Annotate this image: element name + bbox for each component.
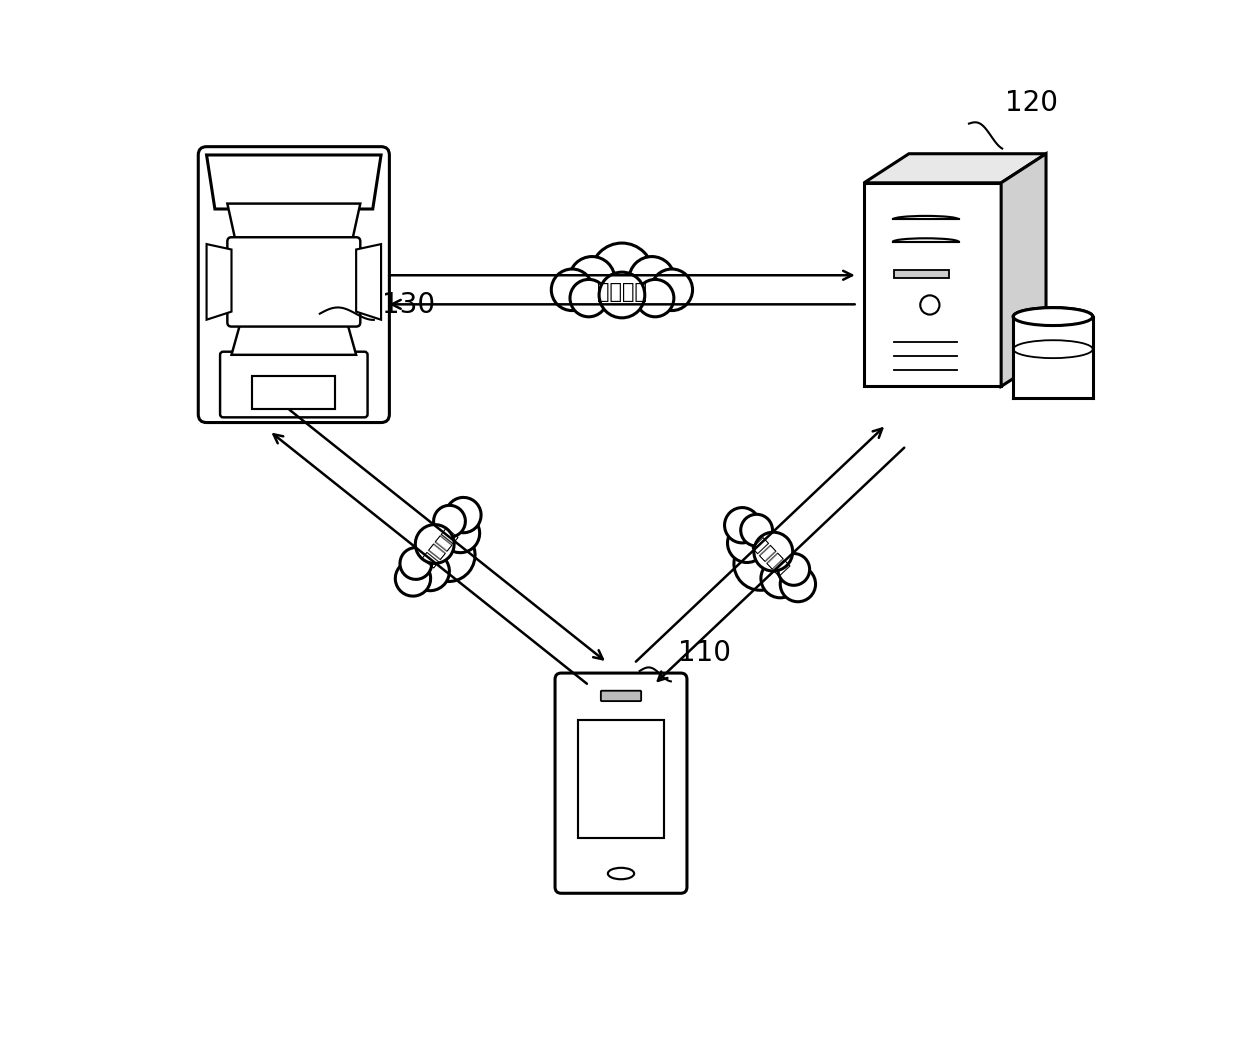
Circle shape xyxy=(920,295,939,314)
Circle shape xyxy=(411,552,450,591)
Circle shape xyxy=(422,529,474,581)
FancyBboxPatch shape xyxy=(220,352,368,418)
Circle shape xyxy=(569,257,615,303)
Circle shape xyxy=(551,269,592,311)
Circle shape xyxy=(599,272,645,318)
Circle shape xyxy=(777,554,810,585)
Polygon shape xyxy=(864,154,1046,183)
Polygon shape xyxy=(206,244,231,319)
Polygon shape xyxy=(227,203,360,242)
Polygon shape xyxy=(206,155,381,209)
Polygon shape xyxy=(1001,154,1046,386)
Text: 无线连接: 无线连接 xyxy=(417,525,458,570)
Circle shape xyxy=(433,506,466,537)
Text: 网络连接: 网络连接 xyxy=(749,533,791,577)
Polygon shape xyxy=(356,244,381,319)
Circle shape xyxy=(761,559,800,598)
FancyBboxPatch shape xyxy=(555,673,687,893)
Circle shape xyxy=(724,508,760,543)
Ellipse shape xyxy=(607,868,635,879)
Circle shape xyxy=(395,561,431,596)
Circle shape xyxy=(591,243,653,306)
FancyBboxPatch shape xyxy=(601,691,641,701)
Text: 120: 120 xyxy=(1005,89,1058,117)
Circle shape xyxy=(740,514,773,547)
Bar xyxy=(894,270,949,279)
FancyBboxPatch shape xyxy=(227,238,360,327)
Circle shape xyxy=(441,514,479,553)
Circle shape xyxy=(628,257,674,303)
Ellipse shape xyxy=(1013,308,1093,326)
Bar xyxy=(252,377,335,408)
Circle shape xyxy=(400,548,432,579)
Text: 130: 130 xyxy=(383,291,435,319)
Polygon shape xyxy=(231,326,356,355)
Circle shape xyxy=(570,280,607,317)
Circle shape xyxy=(754,532,792,571)
Circle shape xyxy=(780,566,816,602)
Polygon shape xyxy=(864,183,1001,386)
Circle shape xyxy=(415,525,455,563)
Bar xyxy=(1013,316,1093,398)
FancyBboxPatch shape xyxy=(199,147,390,423)
Ellipse shape xyxy=(1013,308,1093,326)
Text: 110: 110 xyxy=(678,640,732,667)
Circle shape xyxy=(446,497,481,533)
Text: 网络连接: 网络连接 xyxy=(597,282,647,302)
Circle shape xyxy=(651,269,693,311)
Bar xyxy=(578,719,664,839)
Circle shape xyxy=(734,537,787,591)
Circle shape xyxy=(636,280,674,317)
Circle shape xyxy=(728,524,766,562)
